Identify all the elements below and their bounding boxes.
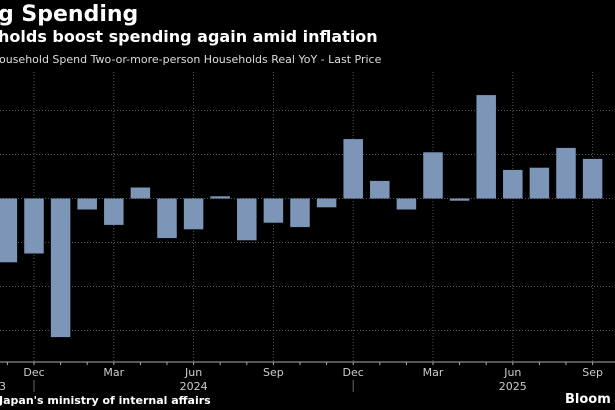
bar-dec-2023 <box>24 198 44 254</box>
x-tick-label: Mar <box>423 366 444 379</box>
bar-jan-2024 <box>50 198 71 338</box>
x-tick-label: Jun <box>503 366 521 379</box>
legend-entry: ousehold Spend Two-or-more-person Househ… <box>0 53 382 66</box>
bar-aug-2024 <box>237 198 257 241</box>
year-label: 3 <box>0 380 6 392</box>
bar-mar-2024 <box>104 198 124 225</box>
chart-title: g Spending <box>0 2 139 27</box>
source-note: Japan's ministry of internal affairs <box>0 394 211 407</box>
year-label: 2025 <box>499 380 527 392</box>
chart-subtitle: holds boost spending again amid inflatio… <box>0 27 378 46</box>
bar-sep-2025 <box>582 158 603 199</box>
bar-chart: Dec Mar Jun Sep Dec Mar Jun Sep 3 2024 2025 <box>0 72 615 392</box>
bar-jun-2025 <box>503 169 523 199</box>
bar-mar-2025 <box>423 152 443 199</box>
x-tick-label: Sep <box>582 366 603 379</box>
bar-feb-2024 <box>77 198 97 210</box>
bar-aug-2025 <box>556 147 576 199</box>
bar-feb-2025 <box>396 198 417 210</box>
bar-jul-2025 <box>529 167 550 199</box>
x-tick-label: Dec <box>23 366 44 379</box>
bloomberg-logo: Bloom <box>565 392 611 407</box>
year-label: 2024 <box>180 380 208 392</box>
bar-nov-2024 <box>316 198 337 208</box>
bar-may-2024 <box>157 198 177 239</box>
bar-apr-2025 <box>449 198 470 201</box>
bar-nov-2023 <box>0 198 18 263</box>
bar-apr-2024 <box>130 187 151 199</box>
bar-oct-2024 <box>290 198 310 228</box>
bar-jun-2024 <box>183 198 204 230</box>
bar-jul-2024 <box>210 196 230 199</box>
x-tick-label: Jun <box>184 366 202 379</box>
bar-dec-2024 <box>343 139 363 199</box>
bar-jan-2025 <box>370 180 390 199</box>
x-tick-label: Dec <box>343 366 364 379</box>
x-tick-label: Mar <box>103 366 124 379</box>
x-tick-label: Sep <box>263 366 284 379</box>
bar-may-2025 <box>476 95 496 199</box>
bar-sep-2024 <box>263 198 284 223</box>
